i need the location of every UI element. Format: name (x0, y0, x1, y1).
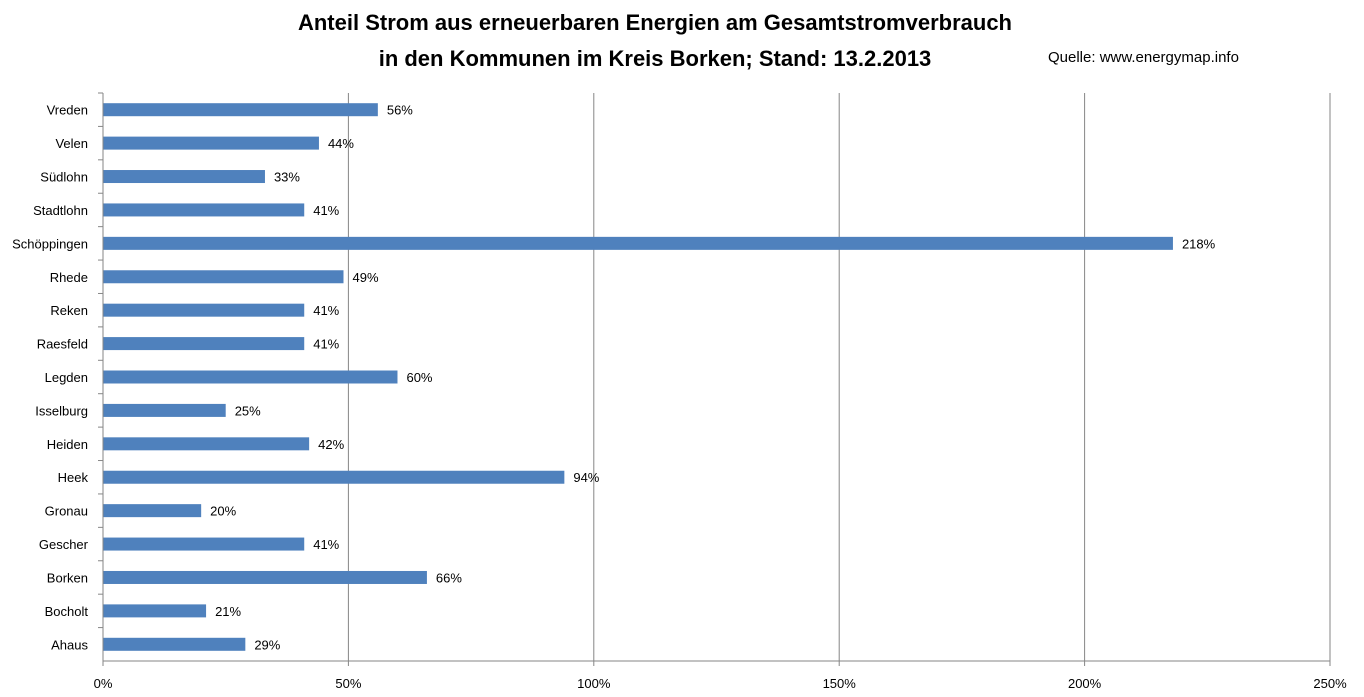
bar (103, 337, 305, 351)
data-label: 49% (352, 270, 378, 285)
x-tick-label: 150% (823, 676, 857, 691)
bar (103, 303, 305, 317)
data-label: 66% (436, 570, 462, 585)
chart-title: Anteil Strom aus erneuerbaren Energien a… (298, 10, 1012, 35)
category-label: Gescher (39, 537, 89, 552)
data-label: 56% (387, 103, 413, 118)
category-label: Heiden (47, 437, 88, 452)
bar (103, 203, 305, 217)
data-label: 44% (328, 136, 354, 151)
category-label: Legden (45, 370, 88, 385)
data-label: 41% (313, 303, 339, 318)
data-label: 33% (274, 170, 300, 185)
gridlines (347, 93, 1331, 661)
data-label: 41% (313, 337, 339, 352)
bar (103, 370, 398, 384)
data-label: 41% (313, 203, 339, 218)
bar (103, 537, 305, 551)
category-label: Ahaus (51, 637, 88, 652)
bar (103, 437, 310, 451)
category-label: Stadtlohn (33, 203, 88, 218)
data-label: 20% (210, 504, 236, 519)
data-label: 94% (573, 470, 599, 485)
data-label: 25% (235, 403, 261, 418)
category-labels: Vreden Velen Südlohn Stadtlohn Schöppingen Rh… (12, 103, 89, 653)
bar (103, 570, 427, 584)
data-label: 60% (406, 370, 432, 385)
bar (103, 637, 246, 651)
category-label: Gronau (45, 504, 88, 519)
data-label: 21% (215, 604, 241, 619)
data-label: 42% (318, 437, 344, 452)
category-label: Raesfeld (37, 337, 88, 352)
bar (103, 604, 207, 618)
chart-subtitle: in den Kommunen im Kreis Borken; Stand: … (379, 46, 932, 71)
category-label: Velen (55, 136, 88, 151)
bar (103, 236, 1173, 250)
x-tick-label: 0% (94, 676, 113, 691)
category-label: Heek (58, 470, 89, 485)
data-label: 29% (254, 637, 280, 652)
bar (103, 403, 226, 417)
bar (103, 270, 344, 284)
x-axis-ticks: 0% 50% 100% 150% 200% 250% (94, 92, 1347, 691)
bars (103, 103, 1173, 651)
category-label: Schöppingen (12, 236, 88, 251)
category-label: Rhede (50, 270, 88, 285)
data-labels: 56% 44% 33% 41% 218% 49% 41% 41% 60% 25% 42% 94% 20%… (210, 103, 1215, 653)
data-label: 218% (1182, 236, 1216, 251)
category-label: Bocholt (45, 604, 89, 619)
x-tick-label: 50% (335, 676, 361, 691)
bar (103, 170, 265, 184)
category-label: Vreden (47, 103, 88, 118)
bar (103, 504, 202, 518)
data-label: 41% (313, 537, 339, 552)
category-label: Reken (50, 303, 88, 318)
bar (103, 136, 319, 150)
category-label: Borken (47, 570, 88, 585)
category-label: Isselburg (35, 403, 88, 418)
axis-lines (102, 93, 1330, 662)
x-tick-label: 200% (1068, 676, 1102, 691)
bar (103, 103, 378, 117)
category-label: Südlohn (40, 170, 88, 185)
bar (103, 470, 565, 484)
x-tick-label: 100% (577, 676, 611, 691)
chart-source: Quelle: www.energymap.info (1048, 49, 1239, 66)
x-tick-label: 250% (1313, 676, 1347, 691)
